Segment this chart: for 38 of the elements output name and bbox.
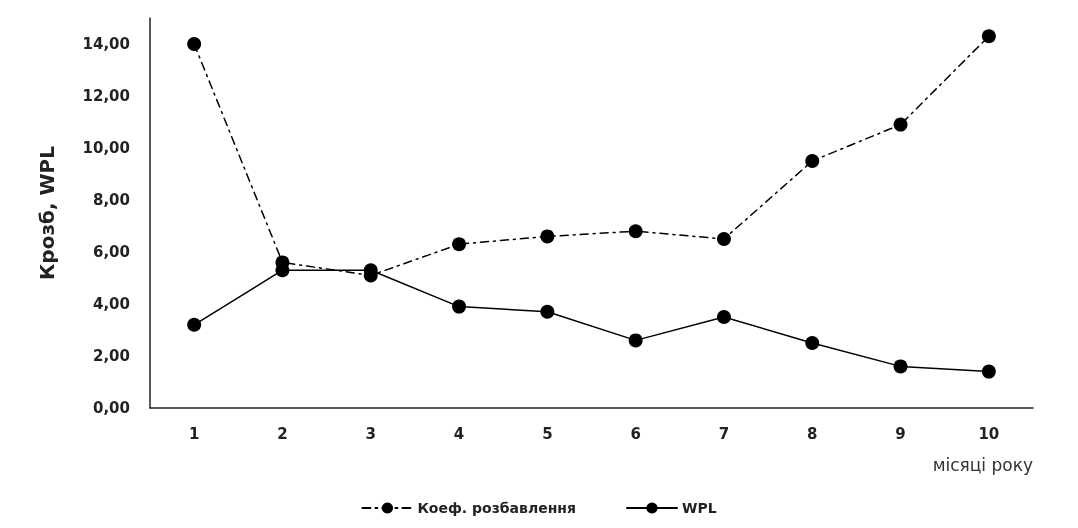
point xyxy=(981,29,996,44)
point xyxy=(805,154,820,168)
point xyxy=(716,232,731,246)
y-tick-label: 8,00 xyxy=(92,191,130,209)
point xyxy=(187,317,202,332)
y-tick-label: 0,00 xyxy=(92,399,130,417)
point xyxy=(716,310,731,324)
point xyxy=(540,229,555,244)
legend-label: WPL xyxy=(681,500,717,516)
x-tick-label: 10 xyxy=(978,424,1000,443)
x-tick-label: 2 xyxy=(277,424,288,443)
point xyxy=(187,37,202,51)
y-tick-label: 10,00 xyxy=(82,139,130,157)
x-tick-label: 1 xyxy=(188,424,200,443)
y-tick-label: 2,00 xyxy=(92,347,130,365)
point xyxy=(452,299,467,314)
point xyxy=(893,359,908,374)
x-tick-label: 4 xyxy=(453,424,465,443)
x-tick-label: 9 xyxy=(895,424,906,443)
y-tick-label: 12,00 xyxy=(82,87,130,105)
x-axis-title: місяці року xyxy=(932,454,1033,475)
y-tick-label: 6,00 xyxy=(92,243,130,261)
point xyxy=(805,336,820,350)
x-tick-label: 5 xyxy=(542,424,553,443)
x-tick-label: 8 xyxy=(807,424,818,443)
point xyxy=(628,333,643,348)
x-tick-label: 6 xyxy=(630,424,641,443)
point xyxy=(540,304,555,319)
point xyxy=(452,237,467,252)
x-tick-label: 7 xyxy=(718,424,730,443)
legend-label: Коеф. розбавлення xyxy=(417,500,576,516)
point xyxy=(981,364,996,379)
y-tick-label: 14,00 xyxy=(82,35,130,53)
point xyxy=(628,224,643,239)
y-tick-label: 4,00 xyxy=(92,295,130,313)
point xyxy=(893,117,908,132)
y-axis-title: Крозб, WPL xyxy=(35,145,59,281)
x-tick-label: 3 xyxy=(365,424,376,443)
